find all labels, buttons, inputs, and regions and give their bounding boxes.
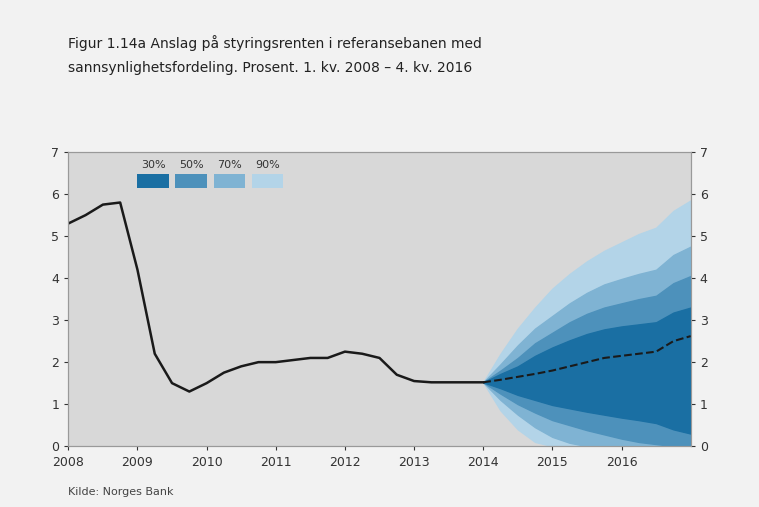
Bar [213,174,244,188]
Text: 70%: 70% [217,160,241,170]
Bar [137,174,168,188]
Text: 50%: 50% [179,160,203,170]
Bar [251,174,282,188]
Text: 90%: 90% [255,160,279,170]
Text: 30%: 30% [140,160,165,170]
Text: sannsynlighetsfordeling. Prosent. 1. kv. 2008 – 4. kv. 2016: sannsynlighetsfordeling. Prosent. 1. kv.… [68,61,473,75]
Bar [175,174,206,188]
Text: Kilde: Norges Bank: Kilde: Norges Bank [68,487,174,497]
Text: Figur 1.14a Anslag på styringsrenten i referansebanen med: Figur 1.14a Anslag på styringsrenten i r… [68,35,482,51]
